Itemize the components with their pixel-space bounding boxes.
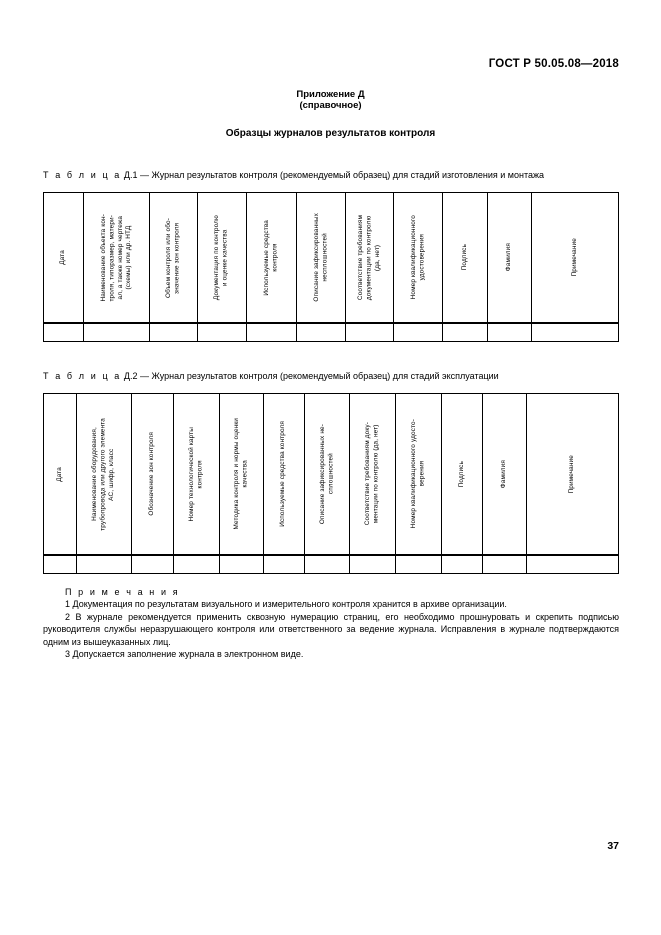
data-cell[interactable] [393, 322, 444, 342]
data-cell[interactable] [75, 554, 132, 574]
column-header-label: Используемые средства контроля [279, 421, 287, 527]
data-cell[interactable] [442, 322, 489, 342]
column-header-label: Номер технологической карты контроля [187, 426, 204, 522]
data-cell[interactable] [82, 322, 150, 342]
column-header-label: Дата [55, 466, 63, 482]
data-cell[interactable] [43, 554, 77, 574]
data-cell[interactable] [526, 554, 619, 574]
column-header-label: Подпись [457, 460, 465, 488]
table-d1: Дата Наименование объекта кон- троля, тип… [43, 192, 619, 342]
data-cell[interactable] [148, 322, 198, 342]
data-cell[interactable] [262, 554, 305, 574]
column-header-label: Используемые средства контроля [262, 219, 279, 296]
annex-subtitle: (справочное) [299, 100, 362, 111]
column-header-cell: Подпись [442, 192, 489, 324]
notes-block: П р и м е ч а н и я 1 Документация по ре… [43, 586, 619, 660]
column-header-cell: Методика контроля и нормы оценки качеств… [218, 393, 264, 556]
column-header-cell: Наименование оборудования, трубопровода … [75, 393, 132, 556]
table-row[interactable] [43, 554, 619, 574]
table-d1-caption-number: Д.1 [123, 170, 138, 180]
column-header-cell: Используемые средства контроля [262, 393, 305, 556]
column-header-label: Методика контроля и нормы оценки качеств… [232, 418, 249, 530]
column-header-label: Фамилия [500, 459, 508, 489]
data-cell[interactable] [130, 554, 174, 574]
column-header-label: Примечание [570, 238, 578, 277]
column-header-label: Соответствие требованиям документации по… [357, 214, 382, 301]
data-cell[interactable] [482, 554, 528, 574]
column-header-label: Номер квалификационного удосто- верения [410, 419, 426, 529]
annex-title: Приложение Д [296, 89, 365, 100]
column-header-label: Описание зафиксированных несплошностей [312, 213, 328, 302]
column-header-cell: Примечание [531, 192, 619, 324]
column-header-label: Обозначение зон контроля [148, 432, 156, 516]
data-cell[interactable] [345, 322, 395, 342]
data-cell[interactable] [395, 554, 443, 574]
data-cell[interactable] [441, 554, 484, 574]
column-header-cell: Соответствие требованиям документации по… [345, 192, 395, 324]
column-header-cell: Номер квалификационного удосто- верения [395, 393, 443, 556]
note-item: 1 Документация по результатам визуальног… [65, 599, 507, 610]
column-header-label: Документация по контролю и оценке качест… [213, 214, 229, 301]
column-header-label: Описание зафиксированных не- сплошностей [318, 423, 334, 525]
table-d2-caption-text: — Журнал результатов контроля (рекоменду… [140, 371, 499, 381]
note-item: 2 В журнале рекомендуется применить скво… [43, 611, 619, 647]
note-item: 3 Допускается заполнение журнала в элект… [65, 649, 304, 660]
data-cell[interactable] [172, 554, 220, 574]
table-row[interactable] [43, 322, 619, 342]
column-header-cell: Соответствие требованиям доку- ментации … [349, 393, 397, 556]
data-cell[interactable] [295, 322, 347, 342]
notes-list: 1 Документация по результатам визуальног… [43, 598, 619, 660]
table-d1-header-row: Дата Наименование объекта кон- троля, тип… [43, 192, 619, 324]
data-cell[interactable] [531, 322, 619, 342]
column-header-label: Фамилия [505, 243, 513, 272]
column-header-cell: Описание зафиксированных несплошностей [295, 192, 347, 324]
column-header-cell: Наименование объекта кон- троля, типораз… [82, 192, 150, 324]
table-d2: Дата Наименование оборудования, трубопров… [43, 393, 619, 574]
data-cell[interactable] [218, 554, 264, 574]
data-cell[interactable] [487, 322, 533, 342]
table-d2-caption-number: Д.2 [123, 371, 138, 381]
column-header-cell: Объем контроля или обо- значение зон кон… [148, 192, 198, 324]
column-header-cell: Дата [43, 393, 77, 556]
column-header-cell: Дата [43, 192, 84, 324]
column-header-cell: Используемые средства контроля [245, 192, 297, 324]
column-header-label: Наименование оборудования, трубопровода … [91, 417, 116, 531]
table-d2-caption: Т а б л и ц а Д.2 — Журнал результатов к… [43, 371, 499, 381]
column-header-label: Подпись [460, 244, 468, 271]
table-d2-caption-label: Т а б л и ц а [43, 371, 122, 381]
table-d1-caption: Т а б л и ц а Д.1 — Журнал результатов к… [43, 170, 544, 180]
column-header-cell: Примечание [526, 393, 619, 556]
column-header-label: Соответствие требованиям доку- ментации … [364, 422, 380, 526]
column-header-cell: Фамилия [487, 192, 533, 324]
standard-header: ГОСТ Р 50.05.08—2018 [488, 58, 619, 70]
column-header-cell: Подпись [441, 393, 484, 556]
section-title: Образцы журналов результатов контроля [225, 128, 436, 139]
data-cell[interactable] [43, 322, 84, 342]
column-header-label: Дата [59, 250, 67, 265]
notes-title: П р и м е ч а н и я [65, 587, 180, 597]
column-header-label: Наименование объекта кон- троля, типораз… [99, 213, 132, 302]
page-number: 37 [607, 840, 619, 852]
column-header-cell: Номер технологической карты контроля [172, 393, 220, 556]
column-header-label: Объем контроля или обо- значение зон кон… [164, 217, 181, 298]
column-header-label: Примечание [568, 454, 576, 494]
column-header-cell: Описание зафиксированных не- сплошностей [303, 393, 351, 556]
table-d1-caption-text: — Журнал результатов контроля (рекоменду… [140, 170, 545, 180]
data-cell[interactable] [196, 322, 247, 342]
table-d2-header-row: Дата Наименование оборудования, трубопров… [43, 393, 619, 556]
column-header-cell: Фамилия [482, 393, 528, 556]
column-header-cell: Номер квалификационного удостоверения [393, 192, 444, 324]
data-cell[interactable] [245, 322, 297, 342]
column-header-cell: Обозначение зон контроля [130, 393, 174, 556]
column-header-cell: Документация по контролю и оценке качест… [196, 192, 247, 324]
data-cell[interactable] [303, 554, 351, 574]
data-cell[interactable] [349, 554, 397, 574]
column-header-label: Номер квалификационного удостоверения [409, 215, 426, 300]
table-d1-caption-label: Т а б л и ц а [43, 170, 122, 180]
